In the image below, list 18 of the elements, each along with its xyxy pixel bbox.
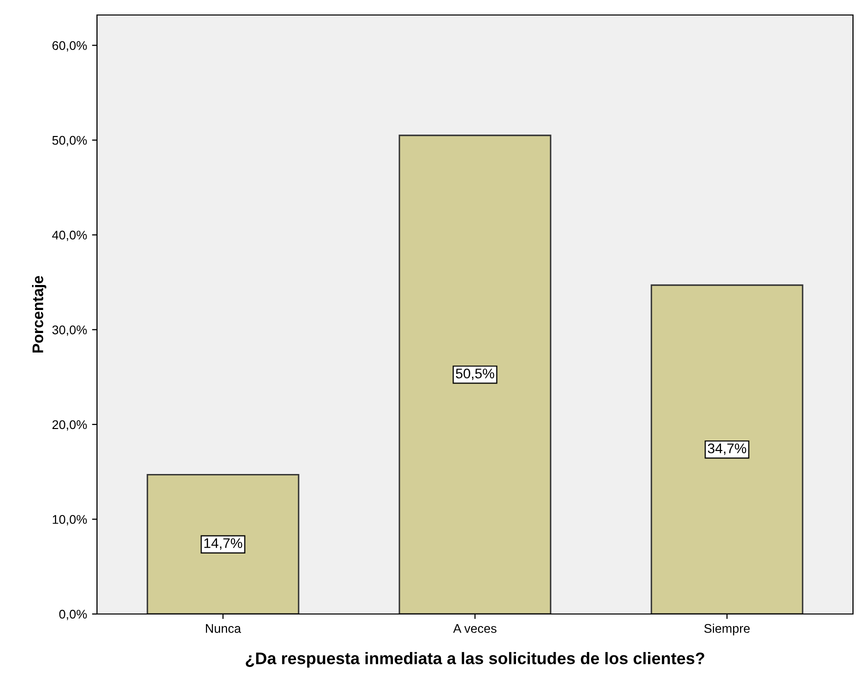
- x-tick-label: Nunca: [206, 624, 242, 633]
- y-tick-label: 40,0%: [52, 230, 87, 242]
- x-axis-title: ¿Da respuesta inmediata a las solicitudes de los clientes?: [246, 652, 704, 668]
- data-label: 14,7%: [204, 538, 242, 550]
- x-tick-label: A veces: [453, 624, 496, 633]
- y-tick-label: 60,0%: [52, 41, 87, 52]
- y-tick-label: 30,0%: [52, 325, 87, 336]
- y-tick-label: 10,0%: [52, 515, 87, 526]
- bar: [650, 284, 804, 614]
- y-tick-label: 0,0%: [59, 610, 87, 620]
- data-label: 34,7%: [708, 443, 746, 455]
- y-tick-label: 50,0%: [52, 136, 87, 146]
- y-tick-label: 20,0%: [52, 420, 87, 431]
- data-label: 50,5%: [456, 368, 494, 380]
- y-axis-title: Porcentaje: [32, 276, 46, 353]
- bar: [398, 134, 552, 614]
- x-tick-label: Siempre: [704, 624, 750, 636]
- bar: [146, 474, 300, 614]
